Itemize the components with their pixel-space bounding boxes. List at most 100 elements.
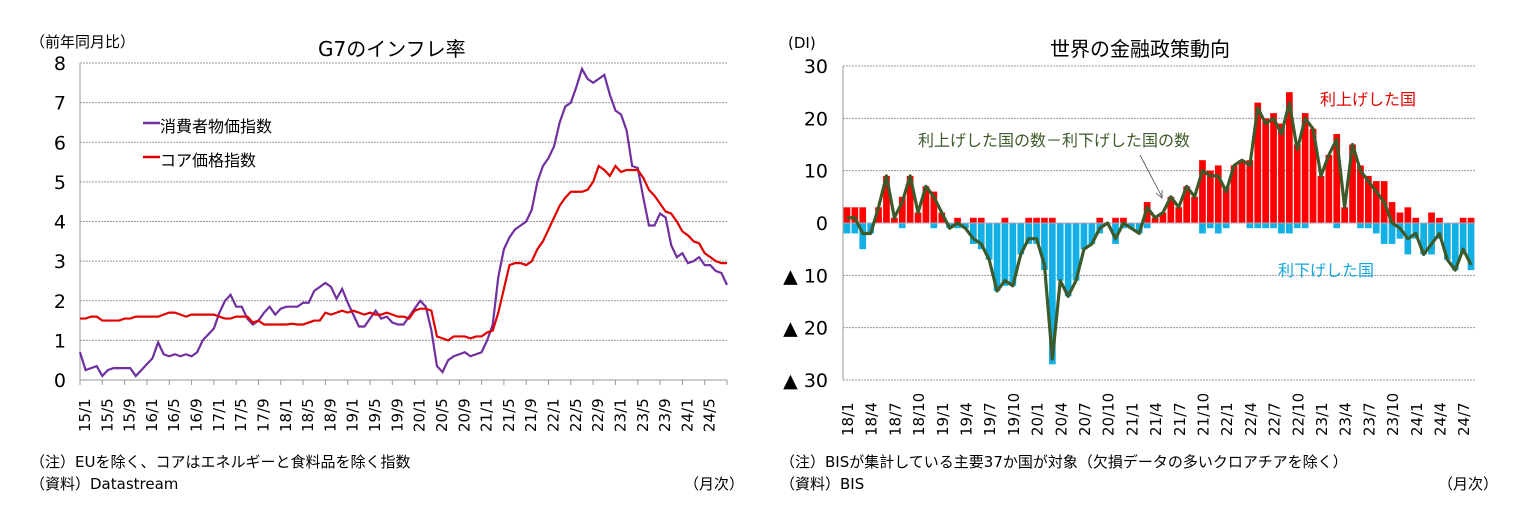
x-tick-label: 21/9 xyxy=(522,398,540,432)
y-tick-label: 2 xyxy=(54,291,66,313)
x-tick-label: 24/1 xyxy=(678,398,696,432)
cut-bar xyxy=(1064,223,1072,297)
cut-bar xyxy=(1072,223,1080,281)
net-di-line xyxy=(846,101,1473,361)
x-tick-label: 18/5 xyxy=(299,398,317,432)
y-tick-label: 20 xyxy=(804,108,828,130)
x-tick-label: 16/1 xyxy=(143,398,161,432)
x-tick-label: 22/9 xyxy=(589,398,607,432)
y-tick-label: ▲ 20 xyxy=(783,318,828,340)
left-source: （資料）Datastream xyxy=(30,475,179,493)
hike-bar xyxy=(1183,186,1190,223)
x-tick-label: 16/5 xyxy=(165,398,183,432)
y-tick-label: 0 xyxy=(54,370,66,392)
left-note: （注）EUを除く、コアはエネルギーと食料品を除く指数 xyxy=(30,453,411,471)
right-chart-title: 世界の金融政策動向 xyxy=(1050,37,1230,61)
x-tick-label: 21/5 xyxy=(500,398,518,432)
hike-bar xyxy=(1191,196,1198,223)
hike-bar xyxy=(1309,128,1317,223)
hike-bar xyxy=(1041,217,1048,223)
hike-bar xyxy=(1372,181,1380,223)
cut-bar xyxy=(1459,223,1467,255)
cut-bar xyxy=(1033,223,1040,244)
x-tick-label: 23/7 xyxy=(1360,402,1378,436)
cut-bar xyxy=(985,223,993,260)
cut-bar xyxy=(1357,223,1364,229)
x-tick-label: 19/1 xyxy=(344,398,362,432)
annotation-arrow-line xyxy=(1139,154,1163,198)
x-tick-label: 21/10 xyxy=(1194,393,1212,436)
x-tick-label: 15/5 xyxy=(98,398,116,432)
cut-bar xyxy=(1301,223,1309,229)
cut-bar xyxy=(930,223,938,229)
cut-bar xyxy=(962,223,969,229)
x-tick-label: 19/4 xyxy=(957,402,975,436)
hike-bar xyxy=(1365,175,1372,223)
cut-bar xyxy=(1207,223,1214,229)
x-tick-label: 22/1 xyxy=(1218,402,1236,436)
cut-bar xyxy=(1025,223,1032,244)
hike-bar xyxy=(1167,196,1175,223)
y-tick-label: 3 xyxy=(54,251,66,273)
x-tick-label: 23/10 xyxy=(1384,393,1402,436)
cut-bar xyxy=(1380,223,1388,244)
x-tick-label: 19/7 xyxy=(981,402,999,436)
cut-bar xyxy=(1278,223,1285,234)
hike-bar xyxy=(1333,134,1341,223)
x-tick-label: 18/4 xyxy=(863,402,881,436)
cut-bar xyxy=(993,223,1001,292)
cut-bar xyxy=(1112,223,1119,244)
right-source: （資料）BIS xyxy=(780,475,865,493)
hike-bar xyxy=(1049,217,1056,223)
cut-bar xyxy=(1412,223,1420,239)
hike-bar xyxy=(1388,202,1396,223)
x-tick-label: 23/9 xyxy=(656,398,674,432)
hike-bar xyxy=(843,207,851,223)
hike-bar xyxy=(1404,207,1412,223)
cut-bar xyxy=(1444,223,1451,260)
hike-bar xyxy=(1262,118,1269,223)
y-tick-label: 0 xyxy=(816,213,828,235)
cut-bar xyxy=(1254,223,1262,229)
cut-bar xyxy=(859,223,867,250)
x-tick-label: 21/7 xyxy=(1171,402,1189,436)
hike-bar xyxy=(1199,160,1206,223)
hike-bar xyxy=(970,217,977,223)
hike-bar xyxy=(1286,92,1293,224)
hike-bar xyxy=(1467,217,1475,223)
x-tick-label: 20/1 xyxy=(1029,402,1047,436)
hike-bar xyxy=(1270,113,1277,223)
y-tick-label: 7 xyxy=(54,93,66,115)
cut-bar xyxy=(1056,223,1064,281)
hike-bar xyxy=(930,191,938,223)
cut-bar xyxy=(1270,223,1277,229)
hike-bar xyxy=(1175,207,1183,223)
hike-bar xyxy=(1230,165,1238,223)
x-tick-label: 20/9 xyxy=(455,398,473,432)
x-tick-label: 22/4 xyxy=(1242,402,1260,436)
hike-bar xyxy=(1278,123,1285,223)
x-tick-label: 24/4 xyxy=(1431,402,1449,436)
cut-bar xyxy=(1199,223,1206,234)
y-tick-label: 1 xyxy=(54,330,66,352)
x-tick-label: 18/7 xyxy=(886,402,904,436)
x-tick-label: 23/1 xyxy=(1313,402,1331,436)
x-tick-label: 21/4 xyxy=(1147,402,1165,436)
cut-bar xyxy=(1128,223,1135,229)
hike-bar xyxy=(851,207,859,223)
y-tick-label: ▲ 10 xyxy=(783,265,828,287)
cut-bar xyxy=(1049,223,1056,365)
hike-bar xyxy=(1459,217,1467,223)
hike-bar xyxy=(1341,207,1348,223)
cut-bar xyxy=(1451,223,1459,271)
hike-bar xyxy=(1396,212,1404,223)
hike-bar xyxy=(914,212,922,223)
x-tick-label: 18/1 xyxy=(277,398,295,432)
y-tick-label: 10 xyxy=(804,161,828,183)
x-tick-label: 17/1 xyxy=(210,398,228,432)
cut-bar xyxy=(1009,223,1017,286)
hike-bar xyxy=(1412,217,1420,223)
left-unit-label: （前年同月比） xyxy=(30,33,136,51)
hike-bar xyxy=(922,186,930,223)
legend-core-label: コア価格指数 xyxy=(160,151,257,170)
